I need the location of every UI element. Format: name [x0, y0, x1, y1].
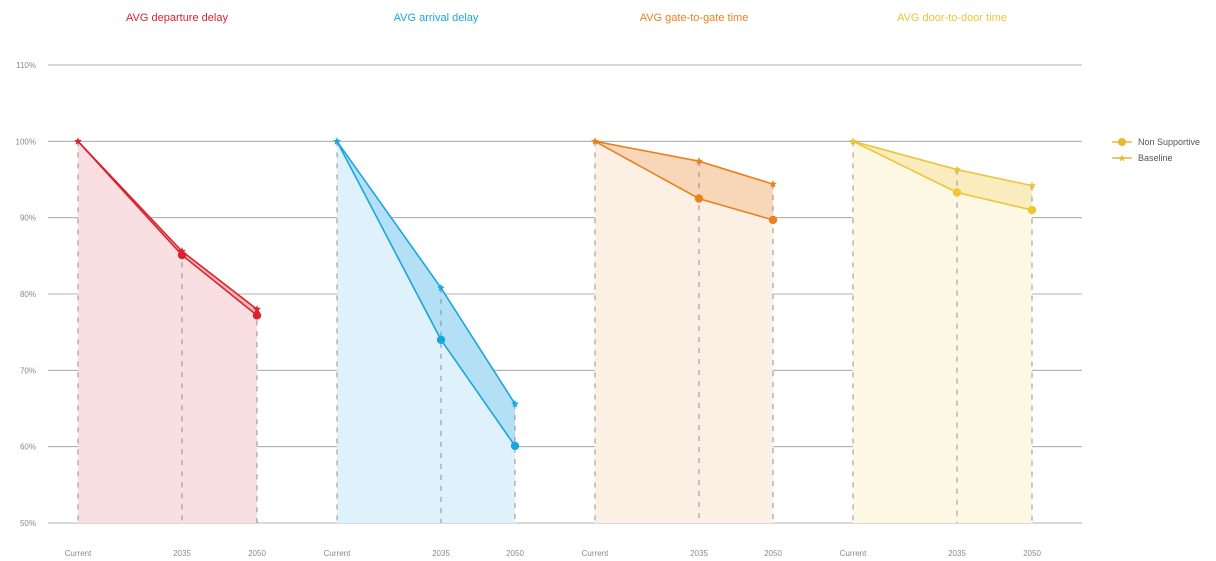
point-non-supportive [436, 335, 446, 344]
panel-1: Current 2035 2050 AVG departure delay [65, 12, 267, 558]
svg-text:★: ★ [1118, 154, 1127, 165]
x-tick-label: 2035 [173, 549, 191, 558]
panel-title: AVG door-to-door time [897, 12, 1007, 24]
series-band [595, 141, 773, 220]
point-baseline [769, 179, 777, 188]
y-tick-label: 60% [20, 443, 36, 452]
panel-title: AVG gate-to-gate time [640, 12, 749, 24]
point-non-supportive [177, 250, 187, 260]
legend: Non Supportive ★ Baseline [1112, 134, 1200, 166]
legend-item-baseline[interactable]: ★ Baseline [1112, 150, 1200, 166]
series-band [853, 141, 1032, 211]
y-tick-label: 50% [20, 519, 36, 528]
panel-2: Current 2035 2050 AVG arrival delay [324, 12, 525, 558]
x-tick-label: 2050 [248, 549, 266, 558]
y-tick-label: 110% [16, 61, 36, 70]
point-baseline [511, 399, 519, 408]
y-tick-label: 90% [20, 214, 36, 223]
legend-label-baseline: Baseline [1138, 153, 1173, 163]
x-tick-label: 2035 [432, 549, 450, 558]
series-band [337, 141, 515, 446]
panel-title: AVG departure delay [126, 12, 228, 24]
point-non-supportive [694, 194, 704, 203]
panel-title: AVG arrival delay [394, 12, 479, 24]
point-baseline [953, 165, 961, 173]
point-non-supportive [252, 311, 262, 320]
point-baseline [695, 156, 703, 165]
series-band [78, 141, 257, 316]
legend-circle-icon [1112, 138, 1132, 146]
y-tick-label: 80% [20, 290, 36, 299]
x-tick-label: 2050 [506, 549, 524, 558]
x-tick-label: 2035 [690, 549, 708, 558]
point-baseline [74, 137, 82, 145]
point-baseline [253, 305, 261, 313]
area-fill [853, 141, 1032, 524]
x-tick-label: Current [65, 549, 92, 558]
point-baseline [437, 283, 445, 292]
x-tick-label: Current [324, 549, 351, 558]
legend-item-non-supportive[interactable]: Non Supportive [1112, 134, 1200, 150]
x-tick-label: 2050 [764, 549, 782, 558]
area-fill [78, 141, 257, 524]
x-tick-label: 2050 [1023, 549, 1041, 558]
point-baseline [178, 247, 186, 255]
legend-star-icon: ★ [1112, 154, 1132, 165]
point-non-supportive [768, 215, 778, 225]
y-tick-label: 70% [20, 366, 36, 375]
point-baseline [849, 137, 857, 145]
y-tick-label: 100% [16, 137, 36, 146]
point-non-supportive [1027, 205, 1037, 215]
x-tick-label: Current [582, 549, 609, 558]
point-non-supportive [510, 441, 520, 451]
panel-3: Current 2035 2050 AVG gate-to-gate time [582, 12, 783, 558]
panel-4: Current 2035 2050 AVG door-to-door time [840, 12, 1042, 558]
legend-label-non-supportive: Non Supportive [1138, 137, 1201, 147]
point-baseline [591, 137, 599, 145]
area-fill [595, 141, 773, 524]
x-tick-label: Current [840, 549, 867, 558]
point-baseline [333, 137, 341, 145]
area-fill [337, 141, 515, 524]
point-baseline [1028, 181, 1036, 189]
point-non-supportive [952, 188, 962, 197]
x-tick-label: 2035 [948, 549, 966, 558]
